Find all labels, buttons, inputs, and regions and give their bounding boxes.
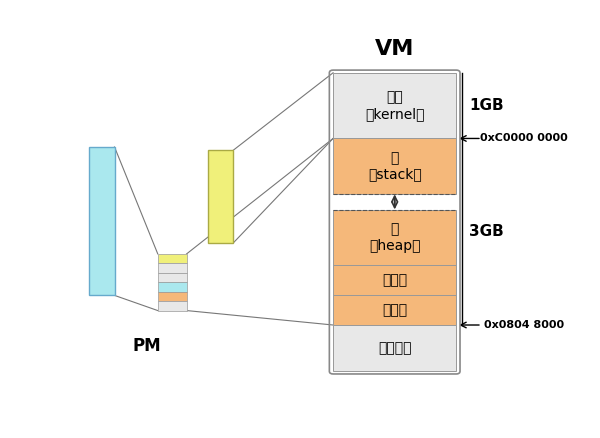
Bar xyxy=(158,301,187,311)
Text: 堆
（heap）: 堆 （heap） xyxy=(369,223,421,253)
Text: 1GB: 1GB xyxy=(469,98,504,113)
Text: VM: VM xyxy=(375,39,415,59)
Text: 不可访问: 不可访问 xyxy=(378,341,412,355)
Bar xyxy=(158,263,187,273)
Bar xyxy=(208,150,233,243)
Text: 代码段: 代码段 xyxy=(382,303,407,317)
Bar xyxy=(333,138,457,194)
Bar xyxy=(333,325,457,371)
Text: 3GB: 3GB xyxy=(469,224,504,239)
Bar xyxy=(158,292,187,301)
Bar xyxy=(333,265,457,295)
Text: 0x0804 8000: 0x0804 8000 xyxy=(484,320,564,330)
Text: 数据段: 数据段 xyxy=(382,273,407,287)
Text: 内核
（kernel）: 内核 （kernel） xyxy=(365,91,424,121)
Bar xyxy=(333,73,457,138)
Bar xyxy=(333,295,457,325)
Text: 栈
（stack）: 栈 （stack） xyxy=(368,151,422,181)
Bar xyxy=(158,254,187,263)
Bar xyxy=(158,273,187,282)
Bar xyxy=(89,147,115,295)
Text: 0xC0000 0000: 0xC0000 0000 xyxy=(480,134,568,144)
Text: PM: PM xyxy=(133,337,161,355)
Bar xyxy=(158,282,187,292)
Bar xyxy=(333,210,457,265)
